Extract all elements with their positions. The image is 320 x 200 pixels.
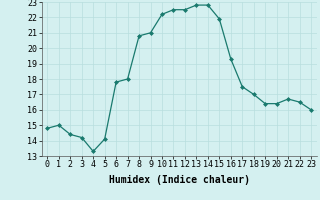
X-axis label: Humidex (Indice chaleur): Humidex (Indice chaleur) — [109, 175, 250, 185]
